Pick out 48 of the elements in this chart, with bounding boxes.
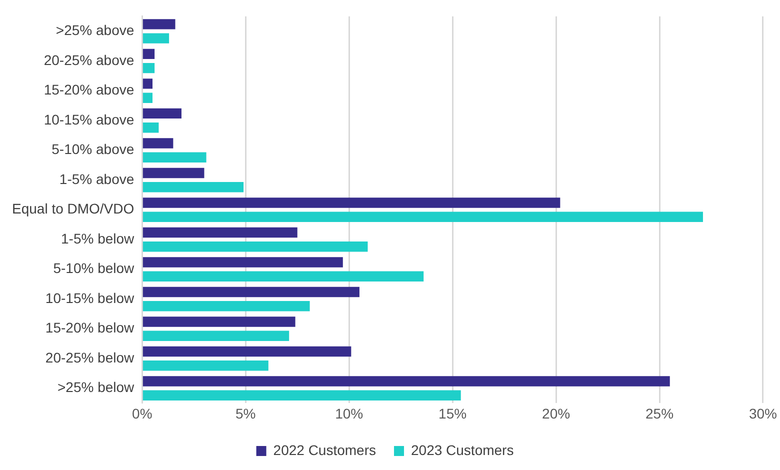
bar	[142, 257, 343, 268]
y-tick-label: 5-10% below	[53, 260, 136, 276]
y-tick-label: 1-5% below	[60, 230, 136, 246]
bar	[142, 346, 352, 357]
legend-label: 2023 Customers	[411, 442, 514, 458]
y-tick-label: 10-15% below	[45, 290, 136, 306]
y-tick-label: >25% above	[56, 22, 134, 38]
bar	[142, 227, 298, 238]
x-tick-label: 30%	[748, 405, 778, 422]
bar	[142, 152, 206, 162]
bar	[142, 122, 159, 133]
bar	[142, 92, 152, 103]
x-tick-label: 15%	[438, 405, 467, 422]
y-tick-label: Equal to DMO/VDO	[12, 200, 134, 217]
y-tick-label: 15-20% below	[45, 320, 136, 336]
bar	[142, 286, 360, 298]
bar	[142, 316, 296, 327]
y-tick-label: 15-20% above	[44, 82, 134, 98]
bar	[142, 271, 424, 282]
y-tick-label: 20-25% below	[45, 349, 136, 366]
bar	[142, 48, 155, 60]
y-tick-label: 5-10% above	[52, 141, 134, 158]
bar	[142, 301, 310, 312]
y-tick-label: 20-25% above	[44, 52, 134, 68]
x-tick-label: 20%	[542, 405, 570, 422]
x-tick-label: 25%	[646, 405, 674, 422]
y-tick-label: 10-15% above	[44, 111, 134, 128]
bar	[142, 78, 152, 89]
x-tick-label: 5%	[236, 405, 256, 422]
y-tick-label: >25% below	[57, 379, 136, 396]
bar	[142, 108, 182, 119]
bar	[142, 360, 268, 371]
x-tick-label: 0%	[132, 405, 152, 422]
bar	[142, 390, 461, 400]
bar	[142, 182, 244, 192]
x-tick-label: 10%	[335, 405, 364, 422]
bar	[142, 198, 560, 208]
bar	[142, 212, 703, 222]
bar	[142, 138, 174, 148]
legend-label: 2022 Customers	[273, 442, 376, 458]
y-tick-label: 1-5% above	[59, 170, 134, 187]
bar	[142, 330, 290, 341]
bar	[142, 376, 670, 386]
bar	[142, 19, 176, 30]
bar	[142, 242, 368, 252]
bar	[142, 33, 170, 44]
bar	[142, 63, 155, 74]
bar	[142, 168, 204, 178]
